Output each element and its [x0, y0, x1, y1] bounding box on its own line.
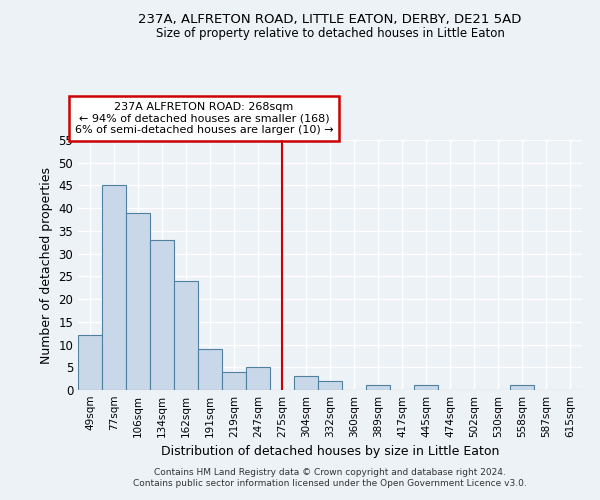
Bar	[246, 368, 270, 390]
X-axis label: Distribution of detached houses by size in Little Eaton: Distribution of detached houses by size …	[161, 446, 499, 458]
Bar	[174, 281, 198, 390]
Bar	[102, 186, 126, 390]
Bar	[318, 381, 342, 390]
Text: Contains HM Land Registry data © Crown copyright and database right 2024.
Contai: Contains HM Land Registry data © Crown c…	[133, 468, 527, 487]
Bar	[222, 372, 246, 390]
Bar	[510, 386, 534, 390]
Bar	[294, 376, 318, 390]
Text: 237A ALFRETON ROAD: 268sqm
← 94% of detached houses are smaller (168)
6% of semi: 237A ALFRETON ROAD: 268sqm ← 94% of deta…	[74, 102, 334, 135]
Bar	[414, 386, 438, 390]
Y-axis label: Number of detached properties: Number of detached properties	[40, 166, 53, 364]
Bar	[126, 212, 150, 390]
Text: 237A, ALFRETON ROAD, LITTLE EATON, DERBY, DE21 5AD: 237A, ALFRETON ROAD, LITTLE EATON, DERBY…	[139, 12, 521, 26]
Bar	[150, 240, 174, 390]
Bar	[198, 349, 222, 390]
Text: Size of property relative to detached houses in Little Eaton: Size of property relative to detached ho…	[155, 28, 505, 40]
Bar	[78, 336, 102, 390]
Bar	[366, 386, 390, 390]
